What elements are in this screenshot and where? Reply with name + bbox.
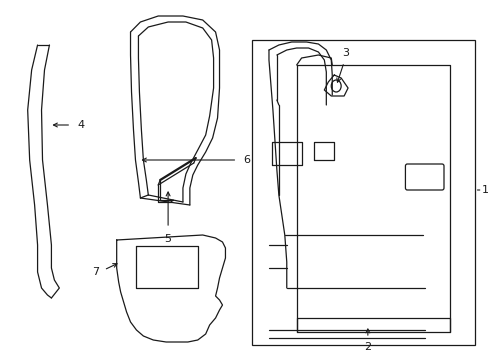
Text: 2: 2 [364,342,371,352]
Text: 4: 4 [77,120,84,130]
Text: 7: 7 [92,267,99,277]
Text: 1: 1 [481,185,488,195]
FancyBboxPatch shape [405,164,443,190]
Text: 5: 5 [164,234,171,244]
Bar [252,40,474,345]
Text: 6: 6 [243,155,250,165]
Text: 3: 3 [342,48,349,58]
